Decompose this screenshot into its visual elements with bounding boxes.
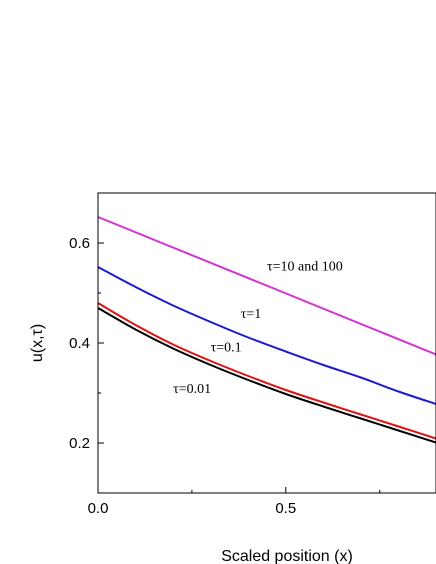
annotation-0: τ=10 and 100 — [267, 260, 343, 275]
x-tick-label-0: 0.0 — [88, 500, 109, 517]
y-tick-label-2: 0.6 — [69, 235, 90, 252]
x-axis-title: Scaled position (x) — [221, 548, 353, 564]
y-axis-title: u(x,τ) — [29, 324, 46, 362]
series-line-0 — [97, 216, 436, 356]
annotation-2: τ=0.1 — [211, 341, 242, 356]
annotations-layer: τ=10 and 100 τ=1 τ=0.1 τ=0.01 — [173, 260, 343, 398]
y-tick-label-1: 0.4 — [69, 335, 90, 352]
x-tick-label-1: 0.5 — [275, 500, 296, 517]
series-layer — [97, 216, 436, 444]
y-tick-label-0: 0.2 — [69, 435, 90, 452]
series-line-1 — [97, 266, 436, 405]
ticks-layer: 0.0 0.5 0.2 0.4 0.6 — [69, 235, 381, 517]
series-line-3 — [97, 307, 436, 444]
annotation-1: τ=1 — [241, 307, 262, 322]
series-line-2 — [97, 302, 436, 440]
annotation-3: τ=0.01 — [173, 382, 211, 397]
